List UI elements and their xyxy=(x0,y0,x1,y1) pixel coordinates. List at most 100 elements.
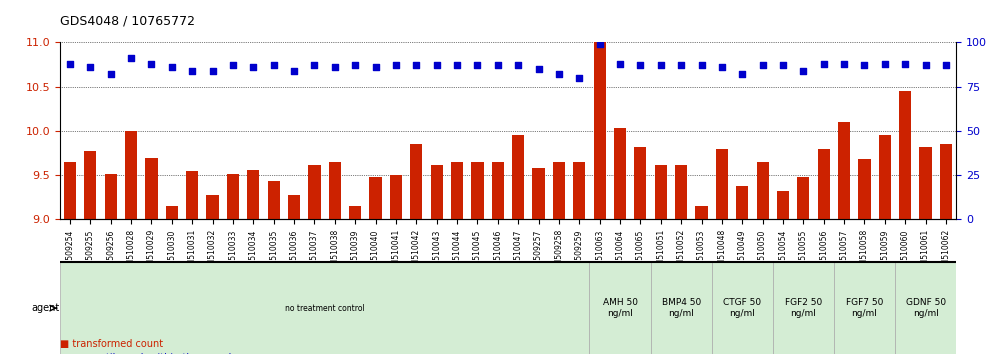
Bar xyxy=(736,186,748,219)
Bar xyxy=(124,131,137,219)
Point xyxy=(693,63,709,68)
Point xyxy=(796,68,812,74)
Text: AMH 50
ng/ml: AMH 50 ng/ml xyxy=(603,298,637,318)
Point xyxy=(368,64,383,70)
Bar xyxy=(389,175,402,219)
Text: ■ percentile rank within the sample: ■ percentile rank within the sample xyxy=(60,353,237,354)
Bar xyxy=(430,165,443,219)
Bar xyxy=(64,162,76,219)
Point xyxy=(103,72,119,77)
Point xyxy=(143,61,159,67)
Bar xyxy=(247,170,259,219)
Point xyxy=(387,63,404,68)
Bar xyxy=(288,195,300,219)
Point xyxy=(652,63,668,68)
Bar xyxy=(919,147,931,219)
Point xyxy=(245,64,261,70)
Bar xyxy=(349,206,362,219)
FancyBboxPatch shape xyxy=(773,262,834,354)
Bar xyxy=(614,129,626,219)
Bar xyxy=(594,38,606,219)
Point xyxy=(225,63,241,68)
Bar xyxy=(186,171,198,219)
Point xyxy=(755,63,771,68)
Point xyxy=(632,63,648,68)
Bar xyxy=(329,162,341,219)
FancyBboxPatch shape xyxy=(834,262,895,354)
Point xyxy=(124,56,139,61)
Point xyxy=(876,61,892,67)
Point xyxy=(327,64,343,70)
Bar xyxy=(145,159,157,219)
Point xyxy=(510,63,526,68)
Bar xyxy=(757,162,769,219)
Bar xyxy=(85,152,97,219)
Text: GDS4048 / 10765772: GDS4048 / 10765772 xyxy=(60,15,195,28)
Point xyxy=(449,63,465,68)
Bar xyxy=(206,195,219,219)
Point xyxy=(551,72,567,77)
Bar xyxy=(654,165,667,219)
Bar xyxy=(227,175,239,219)
Bar xyxy=(878,136,891,219)
Point xyxy=(837,61,853,67)
Text: no treatment control: no treatment control xyxy=(285,304,365,313)
Point xyxy=(857,63,872,68)
Bar xyxy=(675,165,687,219)
Bar xyxy=(165,206,178,219)
Bar xyxy=(695,206,707,219)
FancyBboxPatch shape xyxy=(895,262,956,354)
Point xyxy=(163,64,179,70)
Point xyxy=(490,63,506,68)
Point xyxy=(348,63,364,68)
Bar xyxy=(533,168,545,219)
Point xyxy=(469,63,485,68)
Bar xyxy=(370,177,381,219)
Bar xyxy=(471,162,483,219)
Bar xyxy=(573,162,586,219)
FancyBboxPatch shape xyxy=(650,262,712,354)
FancyBboxPatch shape xyxy=(590,262,650,354)
FancyBboxPatch shape xyxy=(60,262,590,354)
Point xyxy=(816,61,832,67)
FancyBboxPatch shape xyxy=(712,262,773,354)
Point xyxy=(408,63,424,68)
Bar xyxy=(899,91,911,219)
Point xyxy=(714,64,730,70)
Point xyxy=(734,72,750,77)
Bar xyxy=(940,144,952,219)
Bar xyxy=(309,165,321,219)
Point xyxy=(897,61,913,67)
Point xyxy=(775,63,791,68)
Bar xyxy=(492,162,504,219)
Bar xyxy=(797,177,810,219)
Point xyxy=(83,64,99,70)
Point xyxy=(592,41,608,47)
Point xyxy=(917,63,933,68)
Bar xyxy=(268,181,280,219)
Point xyxy=(572,75,588,81)
Bar xyxy=(451,162,463,219)
Text: ■ transformed count: ■ transformed count xyxy=(60,339,163,349)
Point xyxy=(673,63,689,68)
Point xyxy=(204,68,220,74)
Bar xyxy=(105,175,117,219)
Text: CTGF 50
ng/ml: CTGF 50 ng/ml xyxy=(723,298,761,318)
Point xyxy=(286,68,302,74)
Bar xyxy=(553,162,565,219)
Point xyxy=(184,68,200,74)
Bar xyxy=(634,147,646,219)
Text: agent: agent xyxy=(32,303,60,313)
Point xyxy=(612,61,628,67)
Text: FGF2 50
ng/ml: FGF2 50 ng/ml xyxy=(785,298,822,318)
Point xyxy=(428,63,444,68)
Text: GDNF 50
ng/ml: GDNF 50 ng/ml xyxy=(905,298,945,318)
Bar xyxy=(512,136,524,219)
Bar xyxy=(818,149,830,219)
Bar xyxy=(859,159,871,219)
Point xyxy=(307,63,323,68)
Point xyxy=(62,61,78,67)
Text: FGF7 50
ng/ml: FGF7 50 ng/ml xyxy=(846,298,883,318)
Point xyxy=(938,63,954,68)
Point xyxy=(531,66,547,72)
